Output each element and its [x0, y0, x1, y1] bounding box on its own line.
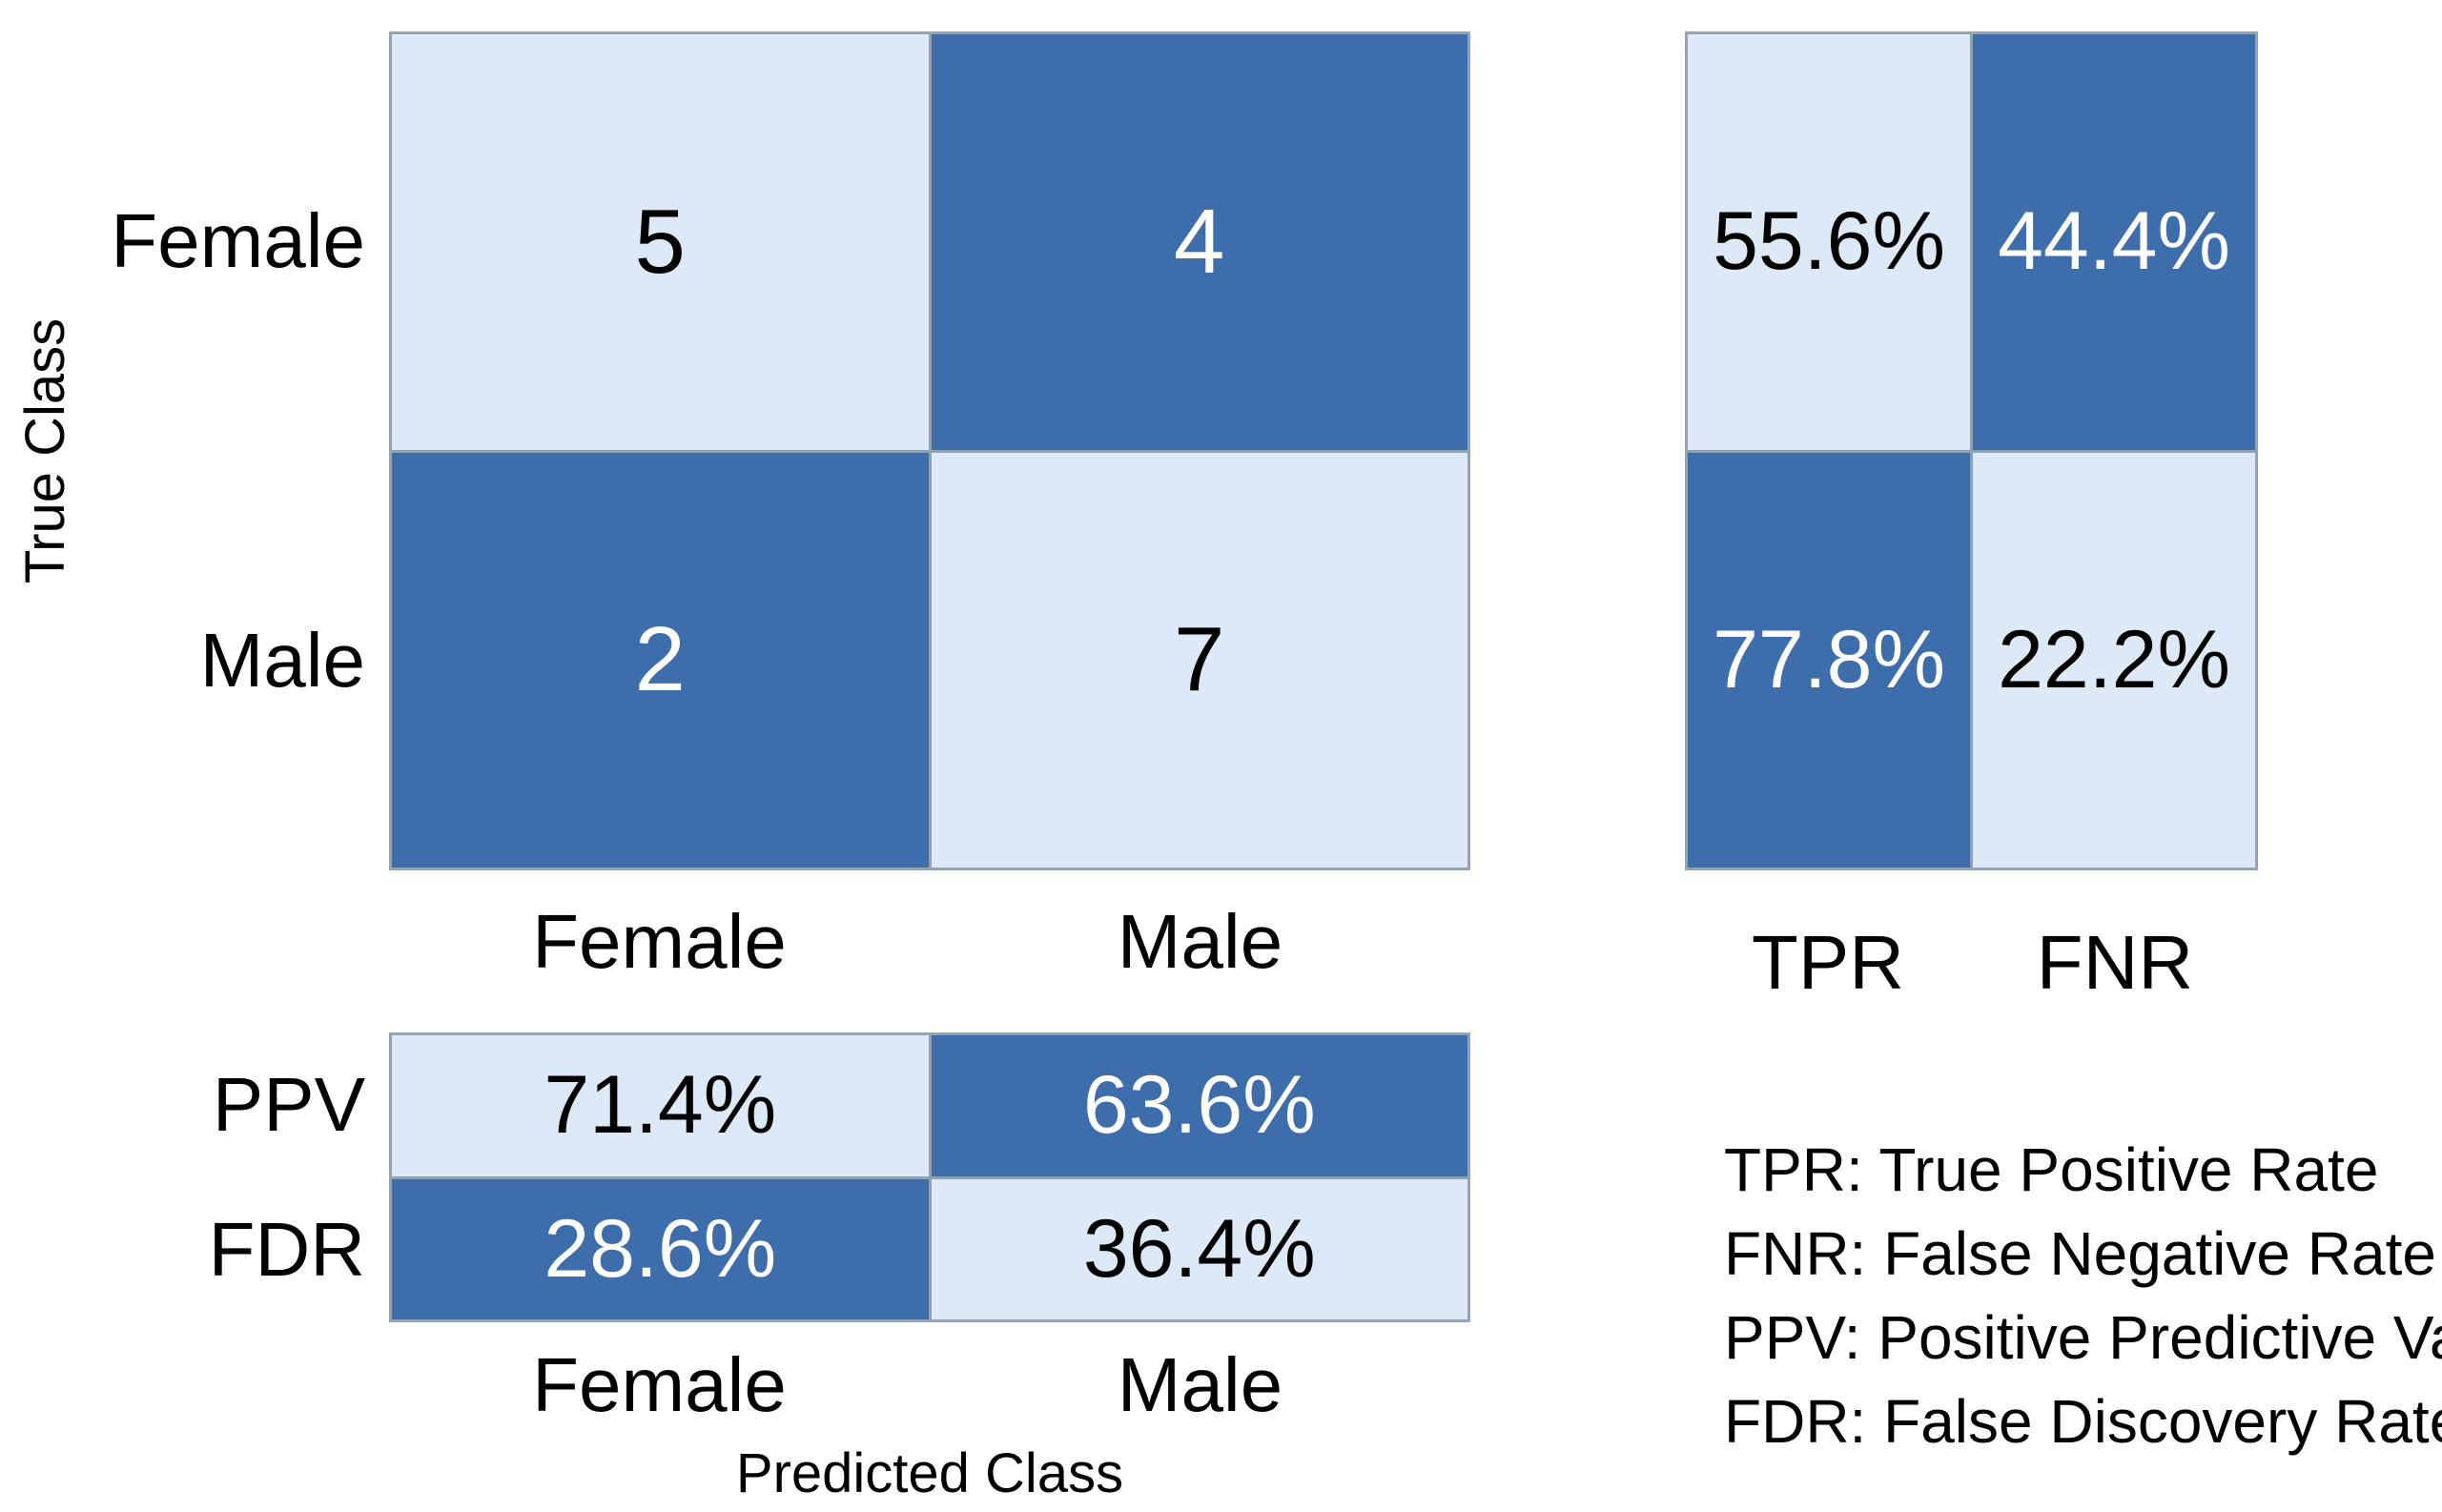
- bottom-col-tick-female: Female: [532, 1342, 787, 1427]
- legend-line-ppv: PPV: Positive Predictive Value: [1724, 1303, 2442, 1372]
- col-tick-fnr: FNR: [2036, 920, 2194, 1005]
- row-summary-matrix: 55.6% 44.4% 77.8% 22.2%: [1685, 31, 2258, 870]
- col-summary-cell-fdr-male: 36.4%: [931, 1178, 1467, 1319]
- bottom-col-tick-male: Male: [1117, 1342, 1283, 1427]
- matrix-cell-male-male: 7: [931, 452, 1467, 868]
- matrix-cell-female-male: 4: [931, 34, 1467, 450]
- row-summary-cell-female-tpr: 55.6%: [1688, 34, 1970, 450]
- row-tick-fdr: FDR: [208, 1207, 365, 1292]
- row-summary-cell-male-fnr: 22.2%: [1973, 452, 2255, 868]
- main-confusion-matrix: 5 4 2 7: [389, 31, 1470, 870]
- row-tick-ppv: PPV: [212, 1062, 365, 1147]
- row-tick-male: Male: [199, 618, 365, 703]
- row-tick-female: Female: [111, 198, 365, 283]
- y-axis-label: True Class: [14, 317, 76, 584]
- x-axis-label: Predicted Class: [735, 1442, 1124, 1504]
- col-summary-cell-ppv-female: 71.4%: [392, 1035, 929, 1176]
- col-tick-tpr: TPR: [1752, 920, 1904, 1005]
- legend-line-fdr: FDR: False Discovery Rate: [1724, 1387, 2442, 1456]
- col-summary-cell-ppv-male: 63.6%: [931, 1035, 1467, 1176]
- matrix-cell-female-female: 5: [392, 34, 929, 450]
- matrix-cell-male-female: 2: [392, 452, 929, 868]
- col-summary-cell-fdr-female: 28.6%: [392, 1178, 929, 1319]
- col-tick-female: Female: [532, 899, 787, 984]
- legend: TPR: True Positive Rate FNR: False Negat…: [1724, 1128, 2442, 1463]
- col-tick-male: Male: [1117, 899, 1283, 984]
- column-summary-matrix: 71.4% 63.6% 28.6% 36.4%: [389, 1032, 1470, 1322]
- row-summary-cell-female-fnr: 44.4%: [1973, 34, 2255, 450]
- legend-line-tpr: TPR: True Positive Rate: [1724, 1135, 2379, 1204]
- row-summary-cell-male-tpr: 77.8%: [1688, 452, 1970, 868]
- legend-line-fnr: FNR: False Negative Rate: [1724, 1219, 2436, 1288]
